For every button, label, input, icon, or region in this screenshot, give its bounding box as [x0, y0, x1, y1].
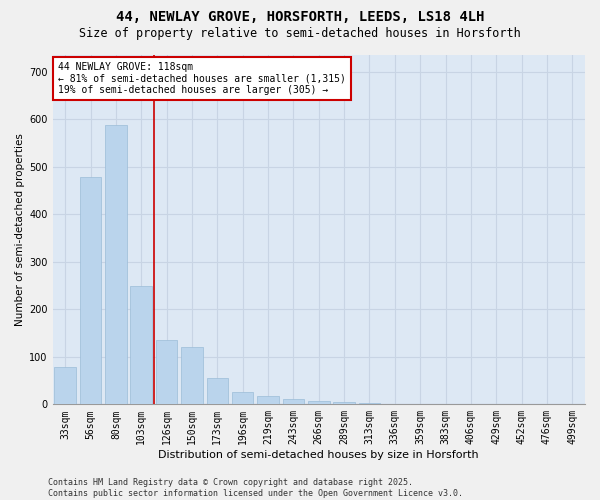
Bar [257, 396, 279, 404]
Bar [232, 392, 253, 404]
Bar [105, 125, 127, 404]
Text: 44 NEWLAY GROVE: 118sqm
← 81% of semi-detached houses are smaller (1,315)
19% of: 44 NEWLAY GROVE: 118sqm ← 81% of semi-de… [58, 62, 346, 95]
Text: Contains HM Land Registry data © Crown copyright and database right 2025.
Contai: Contains HM Land Registry data © Crown c… [48, 478, 463, 498]
Text: Size of property relative to semi-detached houses in Horsforth: Size of property relative to semi-detach… [79, 28, 521, 40]
Bar [181, 348, 203, 405]
Text: 44, NEWLAY GROVE, HORSFORTH, LEEDS, LS18 4LH: 44, NEWLAY GROVE, HORSFORTH, LEEDS, LS18… [116, 10, 484, 24]
Bar [334, 402, 355, 404]
Bar [206, 378, 228, 404]
X-axis label: Distribution of semi-detached houses by size in Horsforth: Distribution of semi-detached houses by … [158, 450, 479, 460]
Bar [80, 177, 101, 404]
Bar [130, 286, 152, 405]
Y-axis label: Number of semi-detached properties: Number of semi-detached properties [15, 133, 25, 326]
Bar [156, 340, 178, 404]
Bar [308, 400, 329, 404]
Bar [283, 398, 304, 404]
Bar [55, 368, 76, 405]
